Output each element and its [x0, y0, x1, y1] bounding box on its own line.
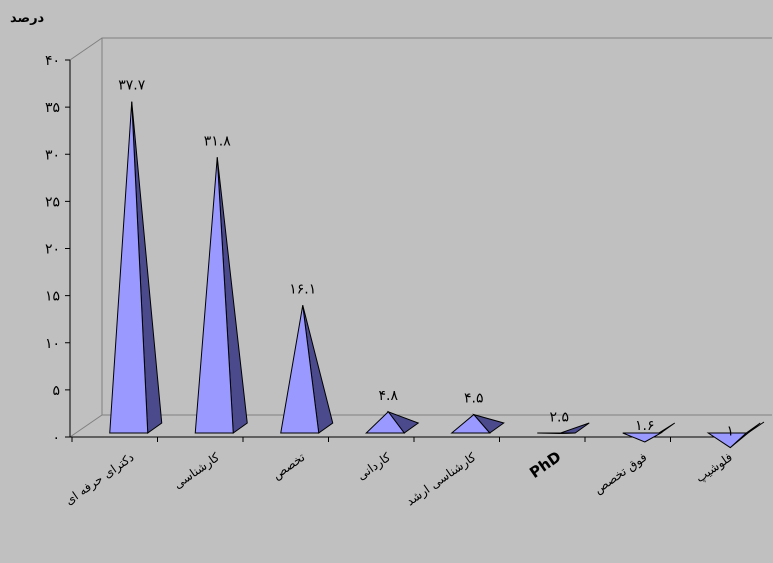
pyramid-front-face: [450, 413, 491, 434]
category-labels: دکترای حرفه ای کارشناسی تخصص کاردانی کارشناس…: [62, 448, 735, 510]
y-tick-label: ۳۵: [45, 100, 60, 116]
pyramid-front-face: [622, 432, 663, 443]
wall-edge: [69, 37, 103, 61]
y-tick-label: ۱۰: [45, 336, 60, 352]
y-axis-label: درصد: [10, 11, 45, 26]
pyramid-bar: [194, 157, 248, 434]
category-label: فلوشیپ: [693, 450, 735, 486]
pyramid-bar: [622, 422, 676, 443]
data-label: ۳۷.۷: [118, 78, 145, 94]
data-label: ۴.۵: [464, 391, 484, 407]
category-label: کارشناسی ارشد: [403, 450, 479, 509]
y-tick-label: ۴۰: [45, 53, 60, 69]
pyramid-bar: [109, 101, 163, 434]
pyramid-bar: [537, 422, 590, 434]
pyramid-front-face: [109, 101, 149, 434]
pyramid-series: [109, 101, 761, 449]
data-label: ۱۶.۱: [289, 281, 316, 297]
data-label: ۴.۸: [379, 388, 399, 404]
category-label: فوق تخصص: [591, 450, 650, 497]
floor-outline: [69, 414, 772, 438]
chart-walls: [69, 37, 772, 438]
category-label: کاردانی: [354, 450, 393, 484]
pyramid-front-face: [280, 305, 320, 434]
data-labels: ۳۷.۷ ۳۱.۸ ۱۶.۱ ۴.۸ ۴.۵ ۲.۵ ۱.۶ ۱: [118, 78, 734, 440]
y-tick-label: ۲۰: [45, 242, 60, 258]
y-tick-label: ۲۵: [45, 194, 60, 210]
pyramid-bar: [365, 410, 420, 434]
pyramid-front-face: [194, 157, 234, 434]
y-tick-label: ۱۵: [45, 289, 60, 305]
data-label: ۱.۶: [635, 418, 655, 434]
y-tick-label: ۰: [52, 430, 60, 446]
y-tick-label: ۵: [52, 383, 60, 399]
pyramid-front-face: [365, 411, 406, 434]
category-label: کارشناسی: [171, 450, 223, 493]
data-label: ۱: [726, 424, 734, 440]
y-tick-label: ۳۰: [45, 147, 60, 163]
data-label: ۲.۵: [550, 409, 570, 425]
pyramid-bar: [280, 305, 334, 434]
y-axis: ۰ ۵ ۱۰ ۱۵ ۲۰ ۲۵ ۳۰ ۳۵ ۴۰: [45, 53, 71, 446]
category-label: PhD: [526, 448, 564, 482]
category-label: تخصص: [270, 450, 308, 483]
pyramid-bar: [450, 413, 505, 434]
data-label: ۳۱.۸: [204, 133, 231, 149]
pyramid-front-face: [706, 432, 748, 449]
category-label: دکترای حرفه ای: [62, 450, 137, 509]
pyramid-bar: [706, 422, 761, 449]
